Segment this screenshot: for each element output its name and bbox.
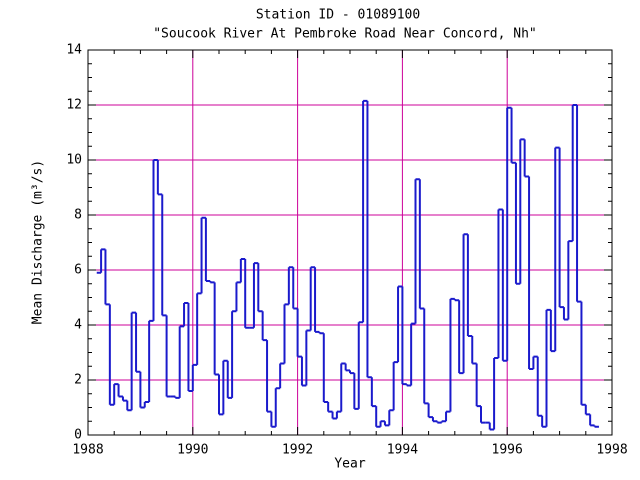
y-tick-label: 8 [74, 208, 82, 223]
y-tick-label: 14 [66, 43, 82, 58]
y-tick-label: 6 [74, 263, 82, 278]
y-tick-label: 12 [66, 98, 82, 113]
grid [88, 50, 612, 435]
y-tick-label: 0 [74, 428, 82, 443]
x-tick-label: 1990 [177, 443, 208, 458]
axes: 1988 1990 1992 1994 1996 1998 0 2 4 6 8 10 12 14 [66, 43, 627, 458]
x-tick-label: 1988 [72, 443, 103, 458]
chart-subtitle: "Soucook River At Pembroke Road Near Con… [153, 27, 537, 42]
y-axis-label: Mean Discharge (m³/s) [31, 160, 46, 324]
x-axis-label: Year [334, 457, 365, 472]
y-tick-label: 2 [74, 373, 82, 388]
y-tick-label: 4 [74, 318, 82, 333]
y-tick-label: 10 [66, 153, 82, 168]
x-tick-label: 1998 [596, 443, 627, 458]
x-tick-label: 1994 [387, 443, 418, 458]
plot [96, 99, 599, 431]
chart-title: Station ID - 01089100 [256, 8, 420, 23]
x-tick-label: 1996 [492, 443, 523, 458]
x-tick-label: 1992 [282, 443, 313, 458]
